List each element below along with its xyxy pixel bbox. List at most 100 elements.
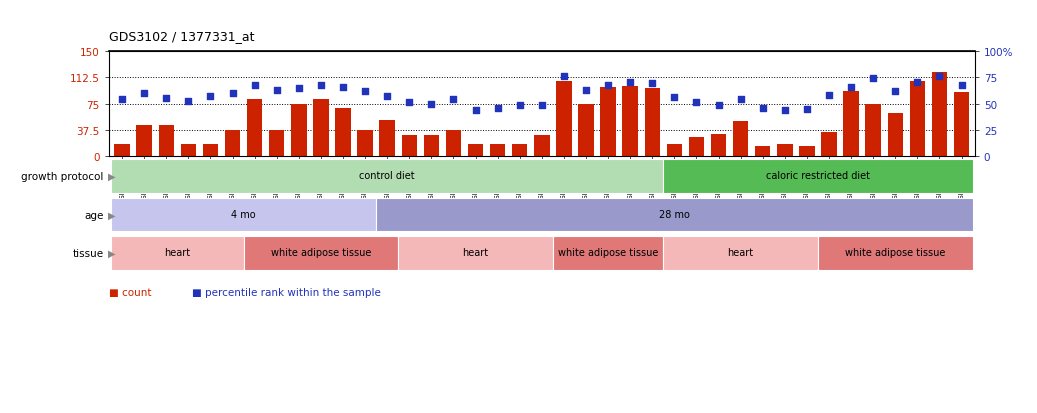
Text: 28 mo: 28 mo <box>658 209 690 219</box>
Bar <box>755 147 770 157</box>
Point <box>312 82 329 89</box>
Bar <box>380 121 395 157</box>
Bar <box>225 130 241 157</box>
Bar <box>600 88 616 157</box>
Point <box>644 81 661 88</box>
Point <box>202 94 219 100</box>
Bar <box>489 144 505 157</box>
Bar <box>534 136 550 157</box>
Text: ■ percentile rank within the sample: ■ percentile rank within the sample <box>192 287 381 297</box>
Bar <box>180 144 196 157</box>
Point <box>290 85 307 92</box>
Point <box>578 87 594 94</box>
Point <box>865 76 881 82</box>
Bar <box>622 87 638 157</box>
Bar <box>468 144 483 157</box>
Point <box>599 82 616 89</box>
Point <box>423 101 440 108</box>
Bar <box>244 237 398 270</box>
Point <box>622 80 639 87</box>
Point <box>710 102 727 109</box>
Bar <box>800 147 815 157</box>
Bar <box>818 237 973 270</box>
Bar <box>111 237 244 270</box>
Bar <box>909 82 925 157</box>
Bar <box>137 126 152 157</box>
Text: heart: heart <box>463 248 488 258</box>
Bar <box>821 133 837 157</box>
Bar <box>645 89 660 157</box>
Bar <box>689 137 704 157</box>
Bar <box>556 82 571 157</box>
Bar <box>512 144 528 157</box>
Point <box>468 107 484 114</box>
Point <box>180 99 197 105</box>
Bar <box>843 92 859 157</box>
Text: heart: heart <box>728 248 754 258</box>
Point <box>533 102 550 109</box>
Bar <box>777 144 792 157</box>
Bar <box>954 93 970 157</box>
Point <box>114 97 131 103</box>
Point <box>357 88 373 95</box>
Bar <box>376 198 973 232</box>
Bar <box>866 104 880 157</box>
Point <box>953 82 970 89</box>
Point <box>136 90 152 97</box>
Point <box>931 74 948 80</box>
Bar <box>664 237 818 270</box>
Text: white adipose tissue: white adipose tissue <box>845 248 946 258</box>
Bar <box>114 144 130 157</box>
Point <box>247 82 263 89</box>
Point <box>158 96 174 102</box>
Bar <box>203 144 218 157</box>
Bar <box>424 136 439 157</box>
Point <box>489 105 506 112</box>
Point <box>401 100 418 107</box>
Bar <box>733 122 749 157</box>
Point <box>909 80 926 87</box>
Bar <box>247 100 262 157</box>
Text: ■ count: ■ count <box>109 287 151 297</box>
Bar <box>931 73 947 157</box>
Bar <box>664 160 973 193</box>
Bar <box>888 114 903 157</box>
Text: tissue: tissue <box>73 249 104 259</box>
Bar <box>398 237 553 270</box>
Point <box>556 74 572 80</box>
Text: control diet: control diet <box>360 171 415 181</box>
Text: growth protocol: growth protocol <box>22 172 104 182</box>
Bar <box>667 144 682 157</box>
Point <box>843 84 860 91</box>
Point <box>689 100 705 107</box>
Text: ▶: ▶ <box>108 249 115 259</box>
Point <box>379 94 395 100</box>
Text: white adipose tissue: white adipose tissue <box>271 248 371 258</box>
Point <box>269 87 285 94</box>
Point <box>732 97 749 103</box>
Bar <box>111 160 664 193</box>
Point <box>887 88 903 95</box>
Point <box>511 102 528 109</box>
Text: GDS3102 / 1377331_at: GDS3102 / 1377331_at <box>109 31 254 43</box>
Point <box>755 105 772 112</box>
Point <box>798 106 815 113</box>
Bar <box>553 237 664 270</box>
Text: ▶: ▶ <box>108 172 115 182</box>
Text: 4 mo: 4 mo <box>231 209 256 219</box>
Bar <box>335 109 351 157</box>
Bar <box>291 104 307 157</box>
Point <box>335 84 352 91</box>
Bar <box>358 130 373 157</box>
Point <box>666 95 682 101</box>
Bar <box>710 135 726 157</box>
Bar <box>446 130 461 157</box>
Bar <box>269 130 284 157</box>
Text: heart: heart <box>164 248 191 258</box>
Text: caloric restricted diet: caloric restricted diet <box>766 171 870 181</box>
Text: white adipose tissue: white adipose tissue <box>558 248 658 258</box>
Bar <box>401 136 417 157</box>
Text: age: age <box>84 210 104 220</box>
Point <box>224 90 241 97</box>
Bar <box>579 104 594 157</box>
